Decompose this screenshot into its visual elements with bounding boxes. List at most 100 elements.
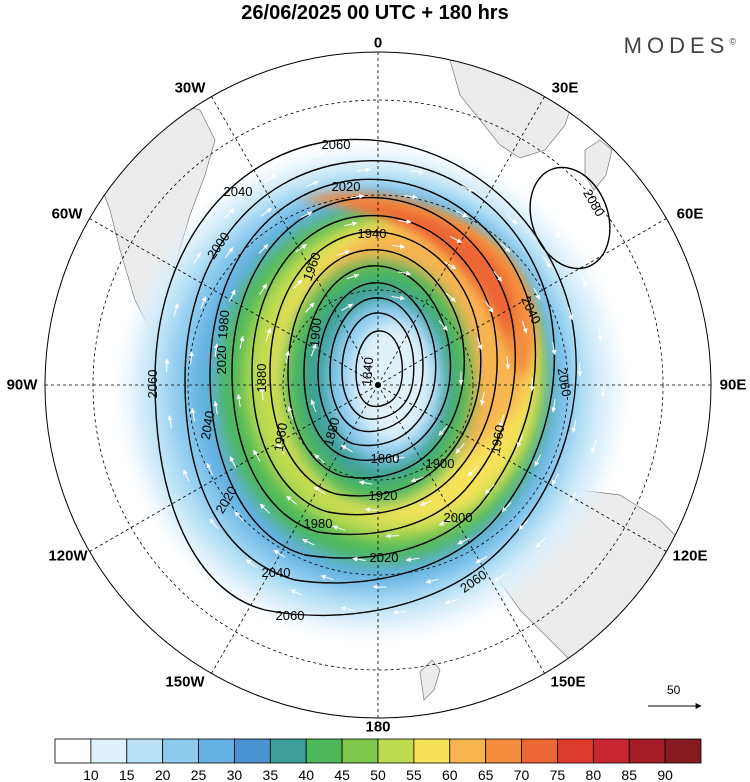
contour-label: 1860 <box>371 451 400 466</box>
wind-arrow <box>259 386 265 400</box>
wind-arrow <box>188 351 194 365</box>
wind-arrow <box>551 473 560 486</box>
colorbar: 10 15 20 25 30 35 40 45 50 55 60 65 70 75 80 85 90 <box>54 738 702 782</box>
contour-1960 <box>269 231 482 497</box>
colorbar-swatch <box>269 738 307 764</box>
wind-arrow <box>285 350 290 364</box>
latitude-circle <box>92 99 664 671</box>
lon-label-60e: 60E <box>676 205 704 223</box>
wind-arrow <box>213 343 219 357</box>
wind-arrow <box>173 303 179 317</box>
contour-label: 2060 <box>276 608 305 623</box>
wind-arrow <box>591 439 597 453</box>
lon-label-90e: 90E <box>719 376 747 394</box>
wind-arrow <box>501 502 512 512</box>
south-pole-marker-icon <box>375 382 381 388</box>
colorbar-swatch <box>628 738 666 764</box>
wind-arrow <box>246 559 257 569</box>
contour-2080 <box>529 166 611 270</box>
contour-label: 1840 <box>359 357 376 387</box>
contour-label: 2080 <box>580 186 607 219</box>
latitude-circle <box>282 289 474 481</box>
contour-label: 1940 <box>358 226 387 241</box>
wind-arrow <box>535 537 546 548</box>
wind-arrow <box>306 180 319 187</box>
wind-arrow <box>239 335 245 350</box>
wind-reference-value: 50 <box>667 683 681 697</box>
wind-arrow <box>200 296 207 309</box>
lon-label-0: 0 <box>373 34 383 52</box>
wind-arrow <box>310 399 317 413</box>
wind-arrow <box>312 151 326 157</box>
colorbar-swatch <box>126 738 164 764</box>
wind-arrow <box>391 456 405 462</box>
map-disk-content: 2060 2040 2020 1940 2000 1960 1980 1900 … <box>45 52 711 718</box>
brand-mark: © <box>729 36 736 47</box>
meridian-line <box>211 96 379 386</box>
wind-arrow <box>340 444 353 453</box>
wind-arrow <box>513 187 524 197</box>
contour-1920 <box>303 265 452 461</box>
wind-arrow <box>276 443 285 455</box>
contour-label: 1880 <box>254 364 269 393</box>
wind-arrow <box>485 301 494 313</box>
wind-arrow <box>264 174 277 182</box>
contour-1860 <box>341 312 415 420</box>
wind-arrow <box>234 511 244 522</box>
colorbar-swatch <box>449 738 487 764</box>
colorbar-tick-label: 75 <box>550 767 566 782</box>
contour-label-layer: 2060 2040 2020 1940 2000 1960 1980 1900 … <box>145 137 608 623</box>
wind-arrow <box>405 557 420 562</box>
contour-2020 <box>209 178 537 559</box>
colorbar-tick-label: 60 <box>442 767 458 782</box>
meridian-line <box>211 384 379 674</box>
wind-arrow <box>410 476 424 483</box>
wind-arrow <box>467 160 480 167</box>
madagascar-land <box>584 139 613 191</box>
wind-arrow <box>167 415 173 429</box>
wind-arrow <box>224 247 234 259</box>
wind-arrow <box>404 194 418 200</box>
wind-arrow <box>183 469 190 482</box>
wind-arrow <box>310 343 317 357</box>
wind-arrow <box>455 210 468 218</box>
shade-jet-max <box>340 204 515 340</box>
wind-arrow <box>397 270 412 276</box>
wind-arrow <box>260 207 272 217</box>
wind-arrow <box>350 194 365 199</box>
colorbar-tick-label: 45 <box>334 767 350 782</box>
wind-arrow <box>475 555 488 564</box>
colorbar-tick-label: 25 <box>191 767 207 782</box>
contour-2000 <box>231 196 516 535</box>
wind-arrow <box>193 252 201 264</box>
wind-arrow <box>340 606 354 612</box>
contour-label: 1900 <box>426 456 455 471</box>
wind-arrow <box>228 289 236 302</box>
meridian-line <box>89 218 379 386</box>
contour-label: 2060 <box>322 137 351 152</box>
wind-arrow <box>461 185 474 192</box>
meridian-line <box>377 96 545 386</box>
map-title: 26/06/2025 00 UTC + 180 hrs <box>241 2 509 24</box>
contour-1840 <box>355 330 404 408</box>
wind-arrow <box>209 518 219 530</box>
wind-arrow <box>534 454 542 467</box>
wind-arrow <box>286 495 297 505</box>
wind-arrow <box>253 449 261 462</box>
contour-label: 1980 <box>215 310 232 340</box>
contour-label: 2060 <box>555 367 575 398</box>
colorbar-swatch <box>521 738 558 764</box>
wind-arrow <box>391 295 406 301</box>
wind-arrow <box>551 226 561 238</box>
wind-arrow <box>577 362 583 377</box>
colorbar-tick-label: 20 <box>155 767 171 782</box>
wind-arrow <box>410 169 424 175</box>
lon-label-30e: 30E <box>551 79 579 97</box>
contour-1900 <box>317 282 437 447</box>
wind-arrow <box>385 533 400 539</box>
wind-arrow <box>236 393 242 408</box>
lon-label-180: 180 <box>365 718 391 736</box>
graticule <box>45 52 711 718</box>
wind-arrow <box>357 167 371 173</box>
